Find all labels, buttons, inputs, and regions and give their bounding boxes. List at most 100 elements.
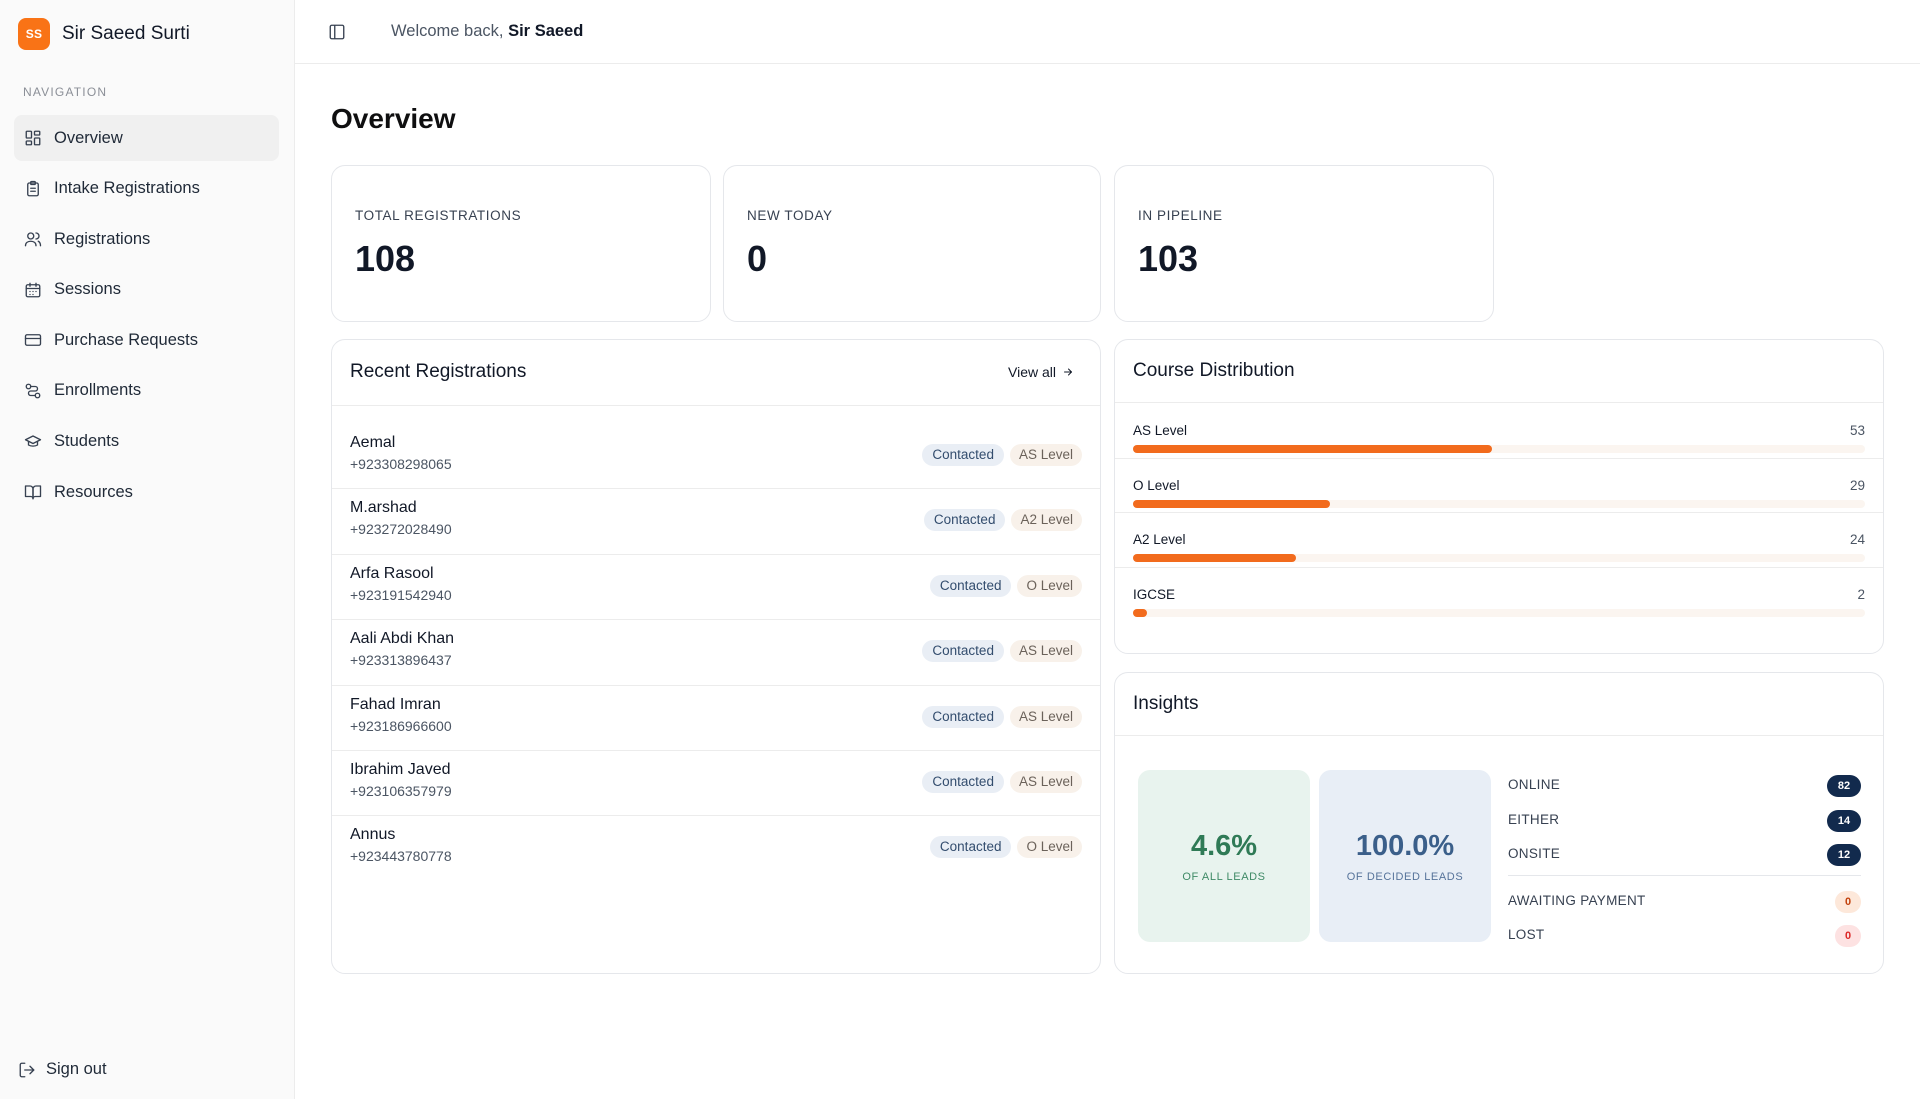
insight-row-online: ONLINE 82 <box>1508 768 1861 803</box>
registrations-list: Aemal +923308298065 Contacted AS Level M.ars… <box>332 424 1100 882</box>
registration-tags: Contacted A2 Level <box>923 509 1082 532</box>
welcome-text: Welcome back, Sir Saeed <box>391 22 583 41</box>
sidebar-item-sessions[interactable]: Sessions <box>14 267 279 313</box>
insight-breakdown-list: ONLINE 82 EITHER 14 ONSITE 12 AWAITING PAYMENT… <box>1508 768 1861 953</box>
registration-tags: Contacted AS Level <box>922 705 1082 728</box>
registration-row[interactable]: Aali Abdi Khan +923313896437 Contacted AS L… <box>332 620 1100 686</box>
level-badge: AS Level <box>1009 444 1082 466</box>
brand[interactable]: SS Sir Saeed Surti <box>18 18 190 50</box>
sidebar-item-resources[interactable]: Resources <box>14 469 279 515</box>
route-icon <box>25 383 41 399</box>
stat-card-total-registrations: TOTAL REGISTRATIONS 108 <box>331 165 711 322</box>
sidebar-item-students[interactable]: Students <box>14 419 279 465</box>
stat-card-in-pipeline: IN PIPELINE 103 <box>1114 165 1494 322</box>
sidebar: SS Sir Saeed Surti NAVIGATION Overview In… <box>0 0 295 1099</box>
distribution-list: AS Level 53 O Level 29 A2 Level 24 IGCSE 2 <box>1115 404 1883 622</box>
course-bar-track <box>1133 554 1865 562</box>
sign-out-button[interactable]: Sign out <box>18 1060 107 1079</box>
insights-card: Insights 4.6% OF ALL LEADS 100.0% OF DEC… <box>1114 672 1884 974</box>
card-header: Course Distribution <box>1115 340 1883 403</box>
panel-left-icon <box>329 24 345 40</box>
insight-row-either: EITHER 14 <box>1508 803 1861 838</box>
registration-row[interactable]: Arfa Rasool +923191542940 Contacted O Level <box>332 555 1100 621</box>
sidebar-item-intake-registrations[interactable]: Intake Registrations <box>14 166 279 212</box>
registrant-phone: +923443780778 <box>350 848 452 865</box>
sidebar-item-label: Overview <box>54 128 123 147</box>
level-badge: O Level <box>1017 574 1082 597</box>
count-badge: 0 <box>1835 890 1861 913</box>
course-distribution-title: Course Distribution <box>1133 360 1295 381</box>
course-distribution-row: IGCSE 2 <box>1115 568 1883 623</box>
course-bar-track <box>1133 608 1865 617</box>
registrant-name: Arfa Rasool <box>350 564 434 582</box>
level-badge: AS Level <box>1009 640 1082 663</box>
welcome-prefix: Welcome back, <box>391 22 504 40</box>
registrant-phone: +923186966600 <box>350 717 452 734</box>
status-badge: Contacted <box>922 770 1004 793</box>
registrant-name: Aali Abdi Khan <box>350 630 455 648</box>
recent-registrations-title: Recent Registrations <box>350 361 527 382</box>
status-badge: Contacted <box>922 444 1004 466</box>
course-count: 24 <box>1849 532 1865 547</box>
registrant-phone: +923308298065 <box>350 456 452 472</box>
registration-tags: Contacted AS Level <box>922 444 1082 466</box>
status-badge: Contacted <box>929 574 1012 597</box>
insights-title: Insights <box>1133 693 1199 714</box>
brand-name: Sir Saeed Surti <box>62 23 190 44</box>
registration-row[interactable]: Fahad Imran +923186966600 Contacted AS Leve… <box>332 686 1100 751</box>
view-all-label: View all <box>1008 364 1056 380</box>
sidebar-item-label: Enrollments <box>54 381 142 400</box>
card-header: Recent Registrations View all <box>332 340 1100 406</box>
count-badge: 82 <box>1827 775 1861 797</box>
nav-menu: Overview Intake Registrations Registration… <box>14 115 279 520</box>
registration-row[interactable]: M.arshad +923272028490 Contacted A2 Level <box>332 489 1100 555</box>
all-leads-label: OF ALL LEADS <box>1182 870 1266 883</box>
brand-logo: SS <box>18 18 50 50</box>
topbar: Welcome back, Sir Saeed <box>295 0 1920 64</box>
count-badge: 0 <box>1835 925 1861 947</box>
course-name: O Level <box>1133 477 1180 493</box>
sidebar-item-purchase-requests[interactable]: Purchase Requests <box>14 317 279 363</box>
sidebar-item-label: Registrations <box>54 229 151 248</box>
registrant-name: Annus <box>350 826 396 844</box>
course-count: 2 <box>1857 586 1865 602</box>
sidebar-item-overview[interactable]: Overview <box>14 115 279 161</box>
sidebar-item-enrollments[interactable]: Enrollments <box>14 368 279 414</box>
status-badge: Contacted <box>923 509 1006 532</box>
stat-value: 108 <box>355 238 416 279</box>
arrow-right-icon <box>1064 368 1072 376</box>
view-all-link[interactable]: View all <box>1008 364 1074 380</box>
registration-row[interactable]: Aemal +923308298065 Contacted AS Level <box>332 424 1100 490</box>
course-name: IGCSE <box>1133 586 1176 602</box>
sidebar-item-registrations[interactable]: Registrations <box>14 216 279 262</box>
sidebar-item-label: Purchase Requests <box>54 330 198 349</box>
status-badge: Contacted <box>922 640 1004 663</box>
graduation-cap-icon <box>24 434 42 447</box>
level-badge: AS Level <box>1009 770 1082 793</box>
insight-row-lost: LOST 0 <box>1508 918 1861 953</box>
nav-heading: NAVIGATION <box>23 85 108 99</box>
registration-tags: Contacted O Level <box>929 574 1082 597</box>
status-badge: Contacted <box>922 705 1004 728</box>
log-out-icon <box>19 1062 35 1077</box>
recent-registrations-card: Recent Registrations View all Aemal +9233… <box>331 339 1101 974</box>
stat-label: NEW TODAY <box>747 208 833 223</box>
all-leads-conversion: 4.6% OF ALL LEADS <box>1138 770 1310 942</box>
count-badge: 14 <box>1827 809 1861 832</box>
registrant-name: Fahad Imran <box>350 695 441 713</box>
registrant-phone: +923272028490 <box>350 521 452 538</box>
registration-row[interactable]: Annus +923443780778 Contacted O Level <box>332 816 1100 881</box>
page-title: Overview <box>331 103 456 134</box>
course-bar-fill <box>1133 499 1330 508</box>
course-name: AS Level <box>1133 423 1188 438</box>
sign-out-label: Sign out <box>46 1060 107 1078</box>
insight-label: EITHER <box>1508 811 1560 827</box>
registrant-phone: +923313896437 <box>350 652 452 669</box>
decided-leads-label: OF DECIDED LEADS <box>1346 870 1464 883</box>
sidebar-toggle-button[interactable] <box>328 23 346 41</box>
level-badge: AS Level <box>1009 705 1082 728</box>
status-badge: Contacted <box>929 836 1012 859</box>
registration-row[interactable]: Ibrahim Javed +923106357979 Contacted AS Le… <box>332 751 1100 817</box>
insight-label: LOST <box>1508 927 1545 942</box>
decided-leads-conversion: 100.0% OF DECIDED LEADS <box>1319 770 1491 942</box>
